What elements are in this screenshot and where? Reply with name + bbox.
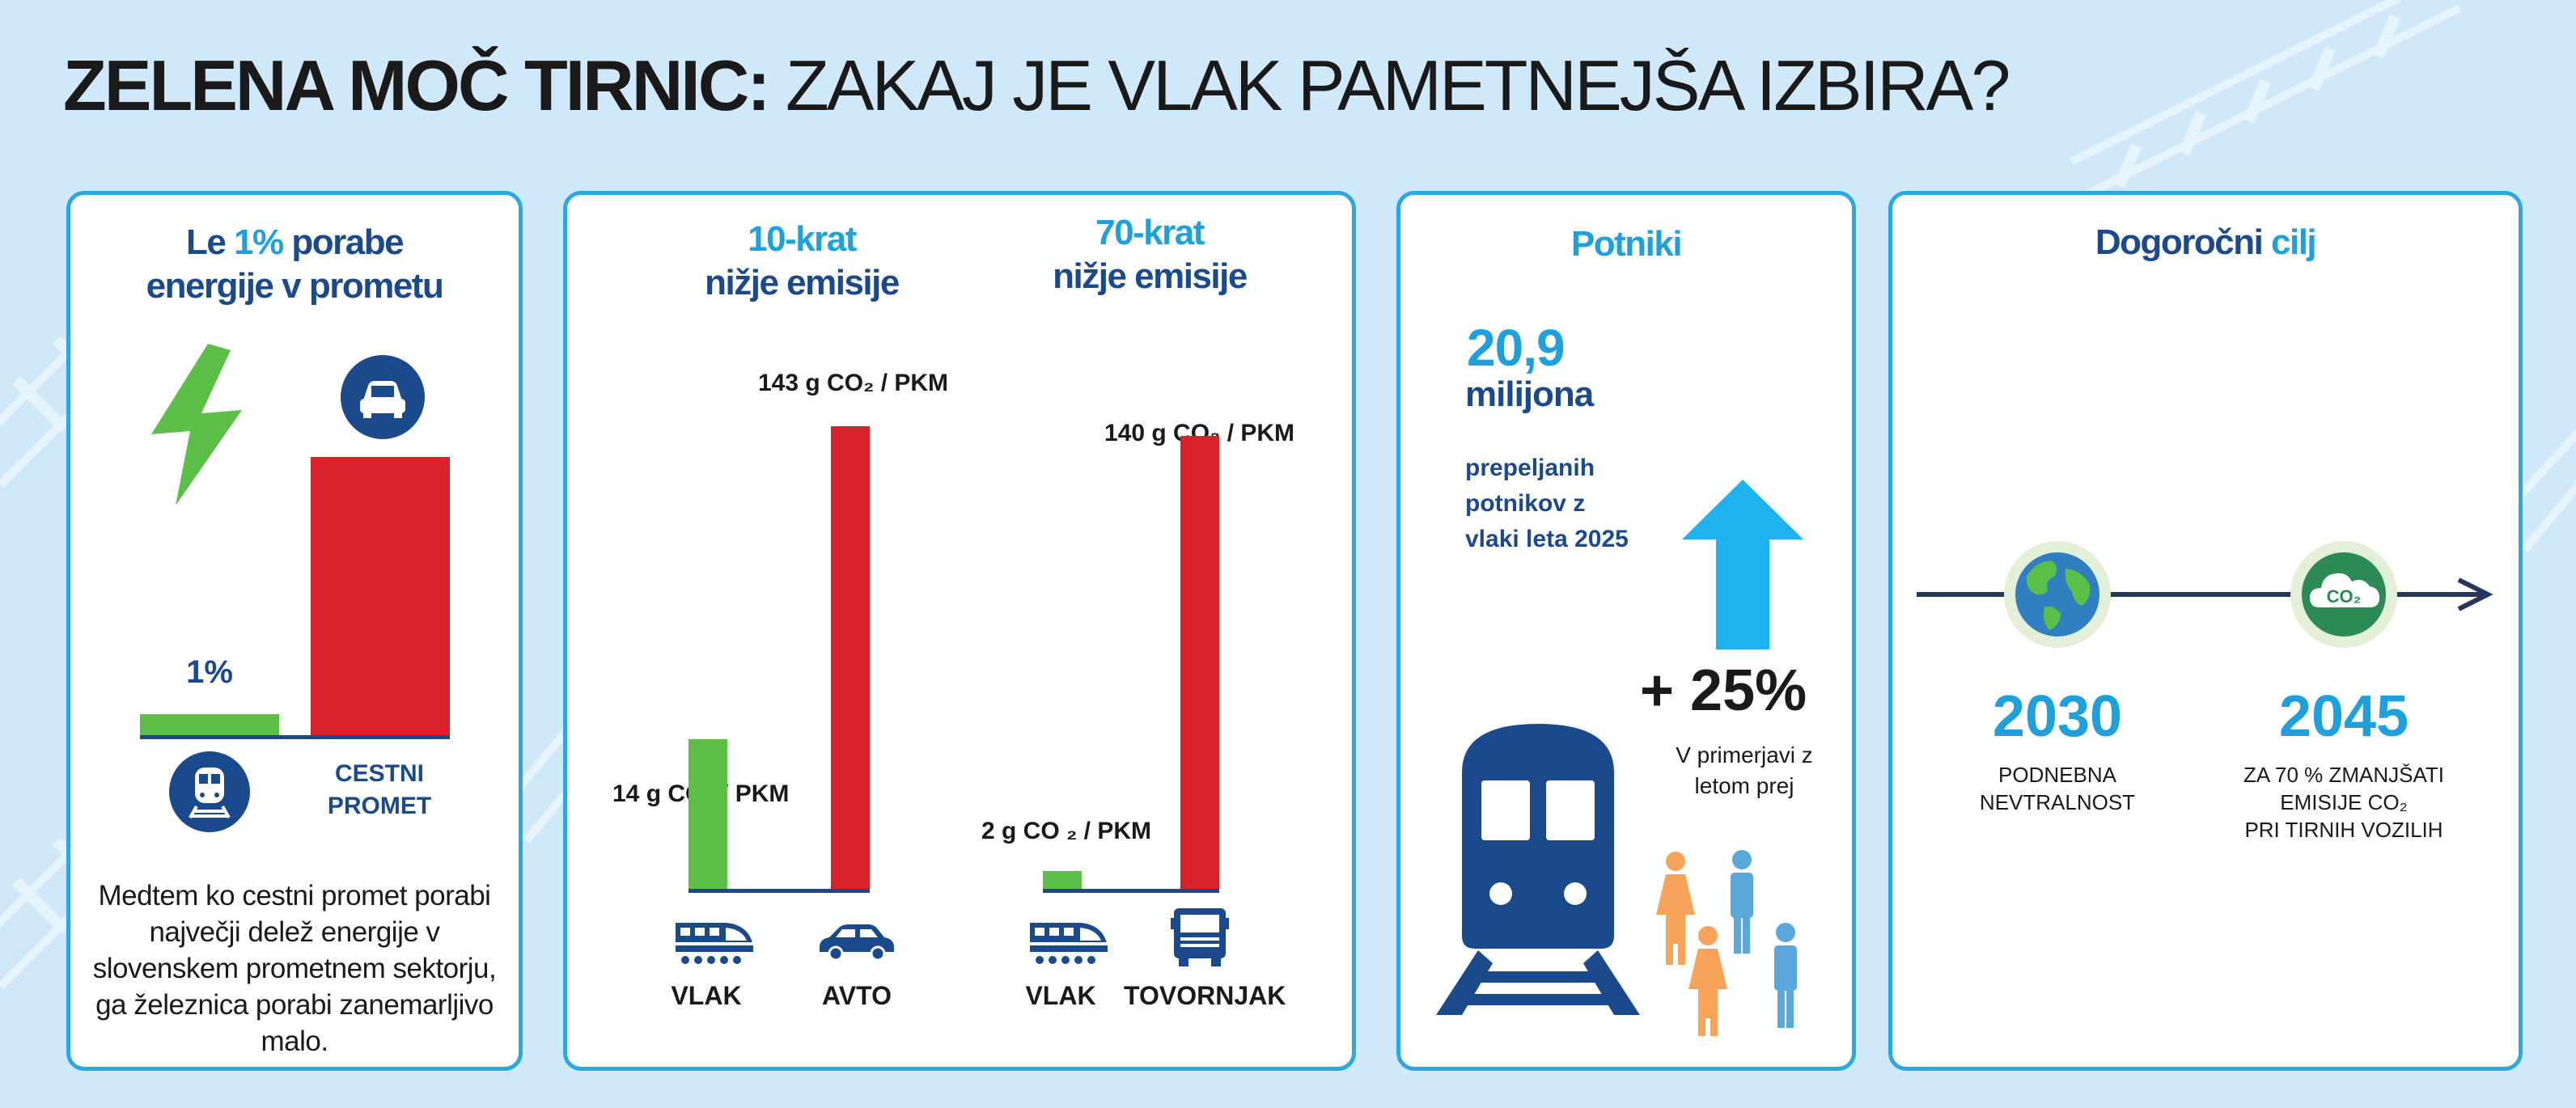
- energy-card: Le 1% porabe energije v prometu 1% CESTN…: [66, 191, 523, 1071]
- energy-heading-post: porabe: [282, 222, 404, 262]
- train-icon: [169, 751, 250, 832]
- rail-energy-bar: [140, 714, 279, 737]
- rail-energy-label: 1%: [186, 654, 233, 690]
- energy-baseline: [140, 735, 450, 739]
- emissions-right-subtitle: nižje emisije: [1053, 256, 1248, 296]
- passengers-desc-line: prepeljanih: [1465, 455, 1595, 481]
- goal-text-2-line: EMISIJE CO₂: [2280, 790, 2408, 814]
- energy-text-line: Medtem ko cestni promet porabi: [98, 880, 491, 911]
- energy-heading-pct: 1%: [234, 222, 284, 262]
- globe-icon: [2004, 541, 2111, 648]
- road-label-2: PROMET: [327, 793, 432, 819]
- car-icon: [820, 924, 894, 962]
- growth-compare-line: V primerjavi z: [1676, 742, 1813, 768]
- emissions-right-factor: 70-krat: [1095, 213, 1205, 252]
- long-term-goal-card: Dogoročni cilj CO₂ 2030 PODNEBNA NEVTRAL…: [1888, 191, 2523, 1071]
- car-icon: [341, 355, 425, 439]
- emissions-card: 10-krat nižje emisije 143 g CO₂ / PKM 14…: [563, 191, 1356, 1071]
- title-bold: ZELENA MOČ TIRNIC:: [63, 45, 771, 125]
- train-emission-bar-left: [688, 739, 727, 889]
- energy-text-line: ga železnica porabi zanemarljivo: [95, 989, 494, 1021]
- goal-heading-highlight: cilj: [2271, 222, 2317, 262]
- emissions-left-heading: 10-krat nižje emisije: [656, 218, 947, 305]
- lightning-icon: [151, 344, 242, 505]
- emissions-left-factor: 10-krat: [748, 219, 857, 259]
- road-label: CESTNI PROMET: [315, 758, 444, 823]
- energy-text-line: slovenskem prometnem sektorju,: [92, 953, 497, 984]
- people-icon: [1656, 850, 1797, 1036]
- truck-icon: [1171, 908, 1229, 966]
- train-icon: [676, 923, 753, 964]
- truck-emission-bar: [1180, 436, 1219, 889]
- car-value-label: 143 g CO₂ / PKM: [758, 370, 949, 396]
- cloud-co2-text: CO₂: [2327, 586, 2362, 607]
- goal-text-1: PODNEBNA NEVTRALNOST: [1936, 761, 2179, 816]
- growth-compare-line: letom prej: [1694, 773, 1794, 798]
- emissions-right-baseline: [1043, 889, 1219, 893]
- goal-year-1: 2030: [1992, 684, 2123, 749]
- truck-label: TOVORNJAK: [1124, 981, 1286, 1010]
- goal-text-1-line: NEVTRALNOST: [1979, 790, 2136, 814]
- train-value-label-right: 2 g CO ₂ / PKM: [981, 818, 1152, 844]
- car-label: AVTO: [822, 981, 892, 1010]
- car-emission-bar: [831, 426, 870, 889]
- train-icon: [1030, 923, 1108, 964]
- energy-heading: Le 1% porabe energije v prometu: [70, 221, 519, 308]
- goal-text-2-line: ZA 70 % ZMANJŠATI: [2243, 763, 2444, 787]
- passengers-desc-line: potnikov z: [1465, 490, 1586, 517]
- road-label-1: CESTNI: [334, 760, 424, 787]
- growth-compare: V primerjavi z letom prej: [1651, 740, 1837, 801]
- goal-text-2-line: PRI TIRNIH VOZILIH: [2244, 818, 2443, 842]
- passengers-number: 20,9: [1467, 319, 1566, 377]
- emissions-left-subtitle: nižje emisije: [705, 263, 900, 302]
- passengers-card: Potniki 20,9 milijona prepeljanih potnik…: [1396, 191, 1856, 1071]
- goal-heading-pre: Dogoročni: [2095, 222, 2272, 262]
- page-title: ZELENA MOČ TIRNIC: ZAKAJ JE VLAK PAMETNE…: [63, 50, 2010, 121]
- passengers-unit: milijona: [1465, 374, 1594, 414]
- train-label-right: VLAK: [1025, 981, 1096, 1010]
- energy-text-line: malo.: [261, 1026, 328, 1057]
- goal-year-2: 2045: [2278, 684, 2409, 749]
- road-energy-bar: [311, 457, 450, 737]
- passengers-heading: Potniki: [1570, 224, 1683, 264]
- cloud-co2-icon: CO₂: [2290, 541, 2397, 648]
- goal-heading: Dogoročni cilj: [1892, 221, 2519, 264]
- train-emission-bar-right: [1043, 871, 1082, 889]
- emissions-right-heading: 70-krat nižje emisije: [1004, 211, 1295, 298]
- passengers-desc-line: vlaki leta 2025: [1465, 526, 1629, 552]
- train-label-left: VLAK: [671, 981, 742, 1010]
- emissions-left-baseline: [688, 889, 870, 893]
- title-rest: ZAKAJ JE VLAK PAMETNEJŠA IZBIRA?: [768, 45, 2010, 125]
- arrow-up-icon: [1682, 480, 1803, 649]
- energy-text-line: največji delež energije v: [149, 916, 440, 948]
- energy-heading-line2: energije v prometu: [146, 266, 444, 306]
- growth-value: + 25%: [1640, 658, 1807, 723]
- train-icon: [1436, 724, 1640, 1015]
- goal-text-1-line: PODNEBNA: [1998, 763, 2116, 787]
- passengers-desc: prepeljanih potnikov z vlaki leta 2025: [1465, 450, 1629, 557]
- energy-text: Medtem ko cestni promet porabi največji …: [70, 878, 519, 1059]
- goal-text-2: ZA 70 % ZMANJŠATI EMISIJE CO₂ PRI TIRNIH…: [2214, 761, 2473, 844]
- energy-heading-pre: Le: [185, 222, 235, 262]
